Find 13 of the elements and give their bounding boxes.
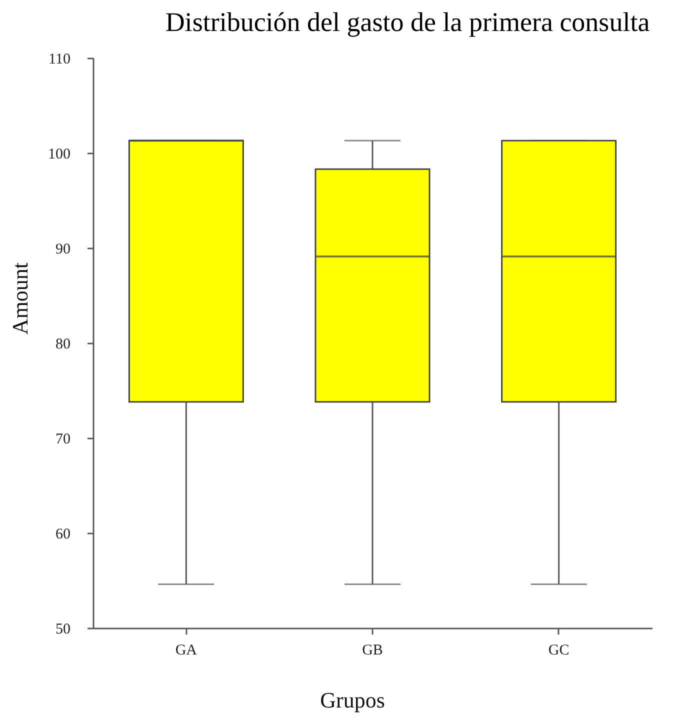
y-tick-label: 80 [56,336,70,352]
x-tick-label: GB [362,642,383,658]
x-axis-title: Grupos [320,688,385,712]
y-tick-label: 110 [48,52,70,68]
y-tick-label: 100 [48,146,70,162]
y-tick-label: 70 [56,432,70,448]
x-tick-label: GC [548,642,570,658]
y-axis-title: Amount [8,262,32,335]
y-tick-label: 60 [56,526,70,542]
y-tick-label: 50 [56,622,70,638]
y-tick-label: 90 [56,242,70,258]
chart-title: Distribución del gasto de la primera consulta [165,7,650,37]
x-tick-label: GA [175,642,198,658]
